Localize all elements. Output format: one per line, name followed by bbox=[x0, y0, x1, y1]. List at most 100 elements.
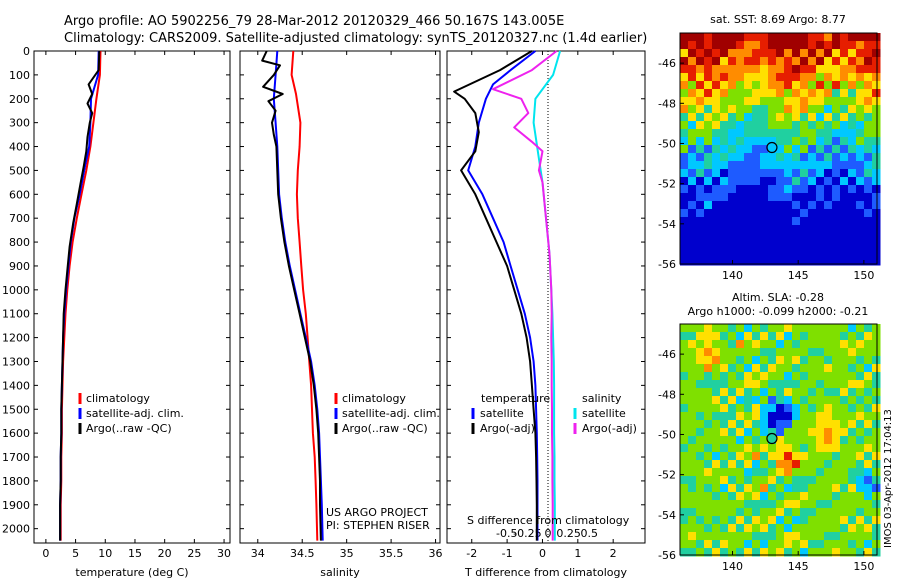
legend-label: satellite-adj. clim. bbox=[342, 407, 440, 420]
heatmap-cell bbox=[784, 257, 793, 266]
heatmap-cell bbox=[736, 436, 745, 445]
heatmap-cell bbox=[808, 113, 817, 122]
heatmap-cell bbox=[864, 177, 873, 186]
heatmap-cell bbox=[792, 41, 801, 50]
y-tick-label: -54 bbox=[658, 509, 676, 522]
heatmap-cell bbox=[728, 177, 737, 186]
heatmap-cell bbox=[800, 476, 809, 485]
heatmap-cell bbox=[808, 476, 817, 485]
heatmap-cell bbox=[688, 332, 697, 341]
heatmap-cell bbox=[736, 129, 745, 138]
heatmap-cell bbox=[688, 113, 697, 122]
heatmap-cell bbox=[800, 396, 809, 405]
heatmap-cell bbox=[752, 161, 761, 170]
heatmap-cell bbox=[720, 324, 729, 333]
heatmap-cell bbox=[744, 476, 753, 485]
heatmap-cell bbox=[712, 185, 721, 194]
heatmap-cell bbox=[688, 532, 697, 541]
heatmap-cell bbox=[768, 548, 777, 557]
heatmap-cell bbox=[680, 492, 689, 501]
heatmap-cell bbox=[776, 233, 785, 242]
heatmap-cell bbox=[704, 484, 713, 493]
heatmap-cell bbox=[832, 177, 841, 186]
heatmap-cell bbox=[768, 177, 777, 186]
heatmap-cell bbox=[792, 524, 801, 533]
heatmap-cell bbox=[824, 49, 833, 58]
heatmap-cell bbox=[712, 73, 721, 82]
heatmap-cell bbox=[864, 257, 873, 266]
heatmap-cell bbox=[864, 508, 873, 517]
heatmap-cell bbox=[872, 137, 881, 146]
heatmap-cell bbox=[840, 436, 849, 445]
depth-tick-label: 1000 bbox=[2, 284, 30, 297]
heatmap-cell bbox=[760, 428, 769, 437]
heatmap-cell bbox=[680, 388, 689, 397]
heatmap-cell bbox=[752, 436, 761, 445]
heatmap-cell bbox=[744, 420, 753, 429]
depth-tick-label: 900 bbox=[9, 260, 30, 273]
heatmap-cell bbox=[720, 340, 729, 349]
heatmap-cell bbox=[800, 65, 809, 74]
heatmap-cell bbox=[768, 145, 777, 154]
heatmap-cell bbox=[776, 532, 785, 541]
heatmap-cell bbox=[760, 41, 769, 50]
heatmap-cell bbox=[696, 193, 705, 202]
heatmap-cell bbox=[832, 412, 841, 421]
heatmap-cell bbox=[808, 524, 817, 533]
heatmap-cell bbox=[696, 177, 705, 186]
heatmap-cell bbox=[760, 217, 769, 226]
heatmap-cell bbox=[816, 33, 825, 42]
heatmap-cell bbox=[680, 524, 689, 533]
heatmap-cell bbox=[776, 185, 785, 194]
heatmap-cell bbox=[696, 145, 705, 154]
heatmap-cell bbox=[784, 532, 793, 541]
heatmap-cell bbox=[768, 452, 777, 461]
heatmap-cell bbox=[872, 49, 881, 58]
heatmap-cell bbox=[736, 548, 745, 557]
heatmap-cell bbox=[824, 548, 833, 557]
heatmap-cell bbox=[864, 113, 873, 122]
heatmap-cell bbox=[736, 201, 745, 210]
heatmap-cell bbox=[856, 233, 865, 242]
heatmap-cell bbox=[680, 540, 689, 549]
heatmap-cell bbox=[840, 500, 849, 509]
heatmap-cell bbox=[776, 249, 785, 258]
heatmap-cell bbox=[784, 145, 793, 154]
heatmap-cell bbox=[688, 177, 697, 186]
heatmap-cell bbox=[872, 217, 881, 226]
heatmap-cell bbox=[824, 225, 833, 234]
heatmap-cell bbox=[832, 97, 841, 106]
heatmap-cell bbox=[704, 396, 713, 405]
heatmap-cell bbox=[680, 428, 689, 437]
heatmap-cell bbox=[816, 81, 825, 90]
heatmap-cell bbox=[840, 81, 849, 90]
heatmap-cell bbox=[824, 145, 833, 154]
heatmap-cell bbox=[816, 129, 825, 138]
heatmap-cell bbox=[704, 65, 713, 74]
heatmap-cell bbox=[680, 153, 689, 162]
heatmap-cell bbox=[744, 81, 753, 90]
heatmap-cell bbox=[704, 492, 713, 501]
heatmap-cell bbox=[856, 129, 865, 138]
heatmap-cell bbox=[808, 161, 817, 170]
heatmap-cell bbox=[760, 492, 769, 501]
heatmap-cell bbox=[720, 209, 729, 218]
heatmap-cell bbox=[848, 185, 857, 194]
heatmap-cell bbox=[872, 33, 881, 42]
heatmap-cell bbox=[840, 364, 849, 373]
heatmap-cell bbox=[872, 65, 881, 74]
depth-tick-label: 1400 bbox=[2, 379, 30, 392]
heatmap-cell bbox=[840, 516, 849, 525]
heatmap-cell bbox=[696, 540, 705, 549]
heatmap-cell bbox=[784, 33, 793, 42]
heatmap-cell bbox=[824, 484, 833, 493]
heatmap-cell bbox=[712, 428, 721, 437]
heatmap-cell bbox=[824, 340, 833, 349]
heatmap-cell bbox=[800, 428, 809, 437]
heatmap-cell bbox=[776, 444, 785, 453]
heatmap-cell bbox=[848, 540, 857, 549]
heatmap-cell bbox=[728, 241, 737, 250]
heatmap-cell bbox=[768, 225, 777, 234]
heatmap-cell bbox=[864, 436, 873, 445]
heatmap-cell bbox=[680, 105, 689, 114]
